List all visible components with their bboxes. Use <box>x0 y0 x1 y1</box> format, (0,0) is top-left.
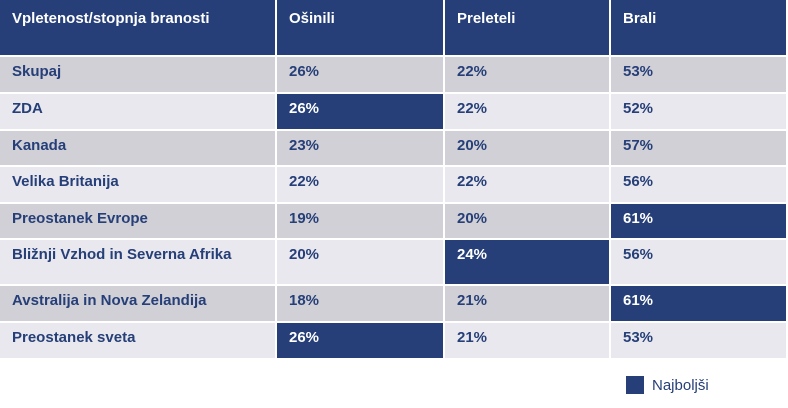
cell-value: 26% <box>277 94 445 131</box>
table-row: Skupaj 26% 22% 53% <box>0 57 786 94</box>
table-row: Bližnji Vzhod in Severna Afrika 20% 24% 56% <box>0 240 786 286</box>
cell-value: 24% <box>445 240 611 286</box>
table-header-row: Vpletenost/stopnja branosti Ošinili Prel… <box>0 0 786 57</box>
row-label: Bližnji Vzhod in Severna Afrika <box>0 240 277 286</box>
row-label: Kanada <box>0 131 277 167</box>
cell-value: 61% <box>611 204 786 240</box>
row-label: Preostanek Evrope <box>0 204 277 240</box>
cell-value: 56% <box>611 240 786 286</box>
cell-value: 26% <box>277 57 445 94</box>
table-row: Avstralija in Nova Zelandija 18% 21% 61% <box>0 286 786 323</box>
row-label: Avstralija in Nova Zelandija <box>0 286 277 323</box>
row-label: Skupaj <box>0 57 277 94</box>
table-row: Kanada 23% 20% 57% <box>0 131 786 167</box>
cell-value: 26% <box>277 323 445 360</box>
row-label: Preostanek sveta <box>0 323 277 360</box>
table-row: Preostanek Evrope 19% 20% 61% <box>0 204 786 240</box>
cell-value: 56% <box>611 167 786 204</box>
reading-engagement-table: Vpletenost/stopnja branosti Ošinili Prel… <box>0 0 786 360</box>
header-glanced: Ošinili <box>277 0 445 57</box>
row-label: ZDA <box>0 94 277 131</box>
cell-value: 19% <box>277 204 445 240</box>
cell-value: 21% <box>445 323 611 360</box>
legend: Najboljši <box>626 376 709 394</box>
legend-label: Najboljši <box>652 376 709 394</box>
header-read: Brali <box>611 0 786 57</box>
table-row: Preostanek sveta 26% 21% 53% <box>0 323 786 360</box>
header-skimmed: Preleteli <box>445 0 611 57</box>
legend-swatch <box>626 376 644 394</box>
table-row: Velika Britanija 22% 22% 56% <box>0 167 786 204</box>
header-engagement: Vpletenost/stopnja branosti <box>0 0 277 57</box>
row-label: Velika Britanija <box>0 167 277 204</box>
cell-value: 18% <box>277 286 445 323</box>
cell-value: 53% <box>611 323 786 360</box>
cell-value: 57% <box>611 131 786 167</box>
cell-value: 20% <box>277 240 445 286</box>
cell-value: 22% <box>445 167 611 204</box>
cell-value: 22% <box>445 94 611 131</box>
cell-value: 61% <box>611 286 786 323</box>
cell-value: 20% <box>445 204 611 240</box>
cell-value: 53% <box>611 57 786 94</box>
cell-value: 21% <box>445 286 611 323</box>
cell-value: 52% <box>611 94 786 131</box>
table-row: ZDA 26% 22% 52% <box>0 94 786 131</box>
cell-value: 23% <box>277 131 445 167</box>
cell-value: 22% <box>277 167 445 204</box>
cell-value: 22% <box>445 57 611 94</box>
cell-value: 20% <box>445 131 611 167</box>
